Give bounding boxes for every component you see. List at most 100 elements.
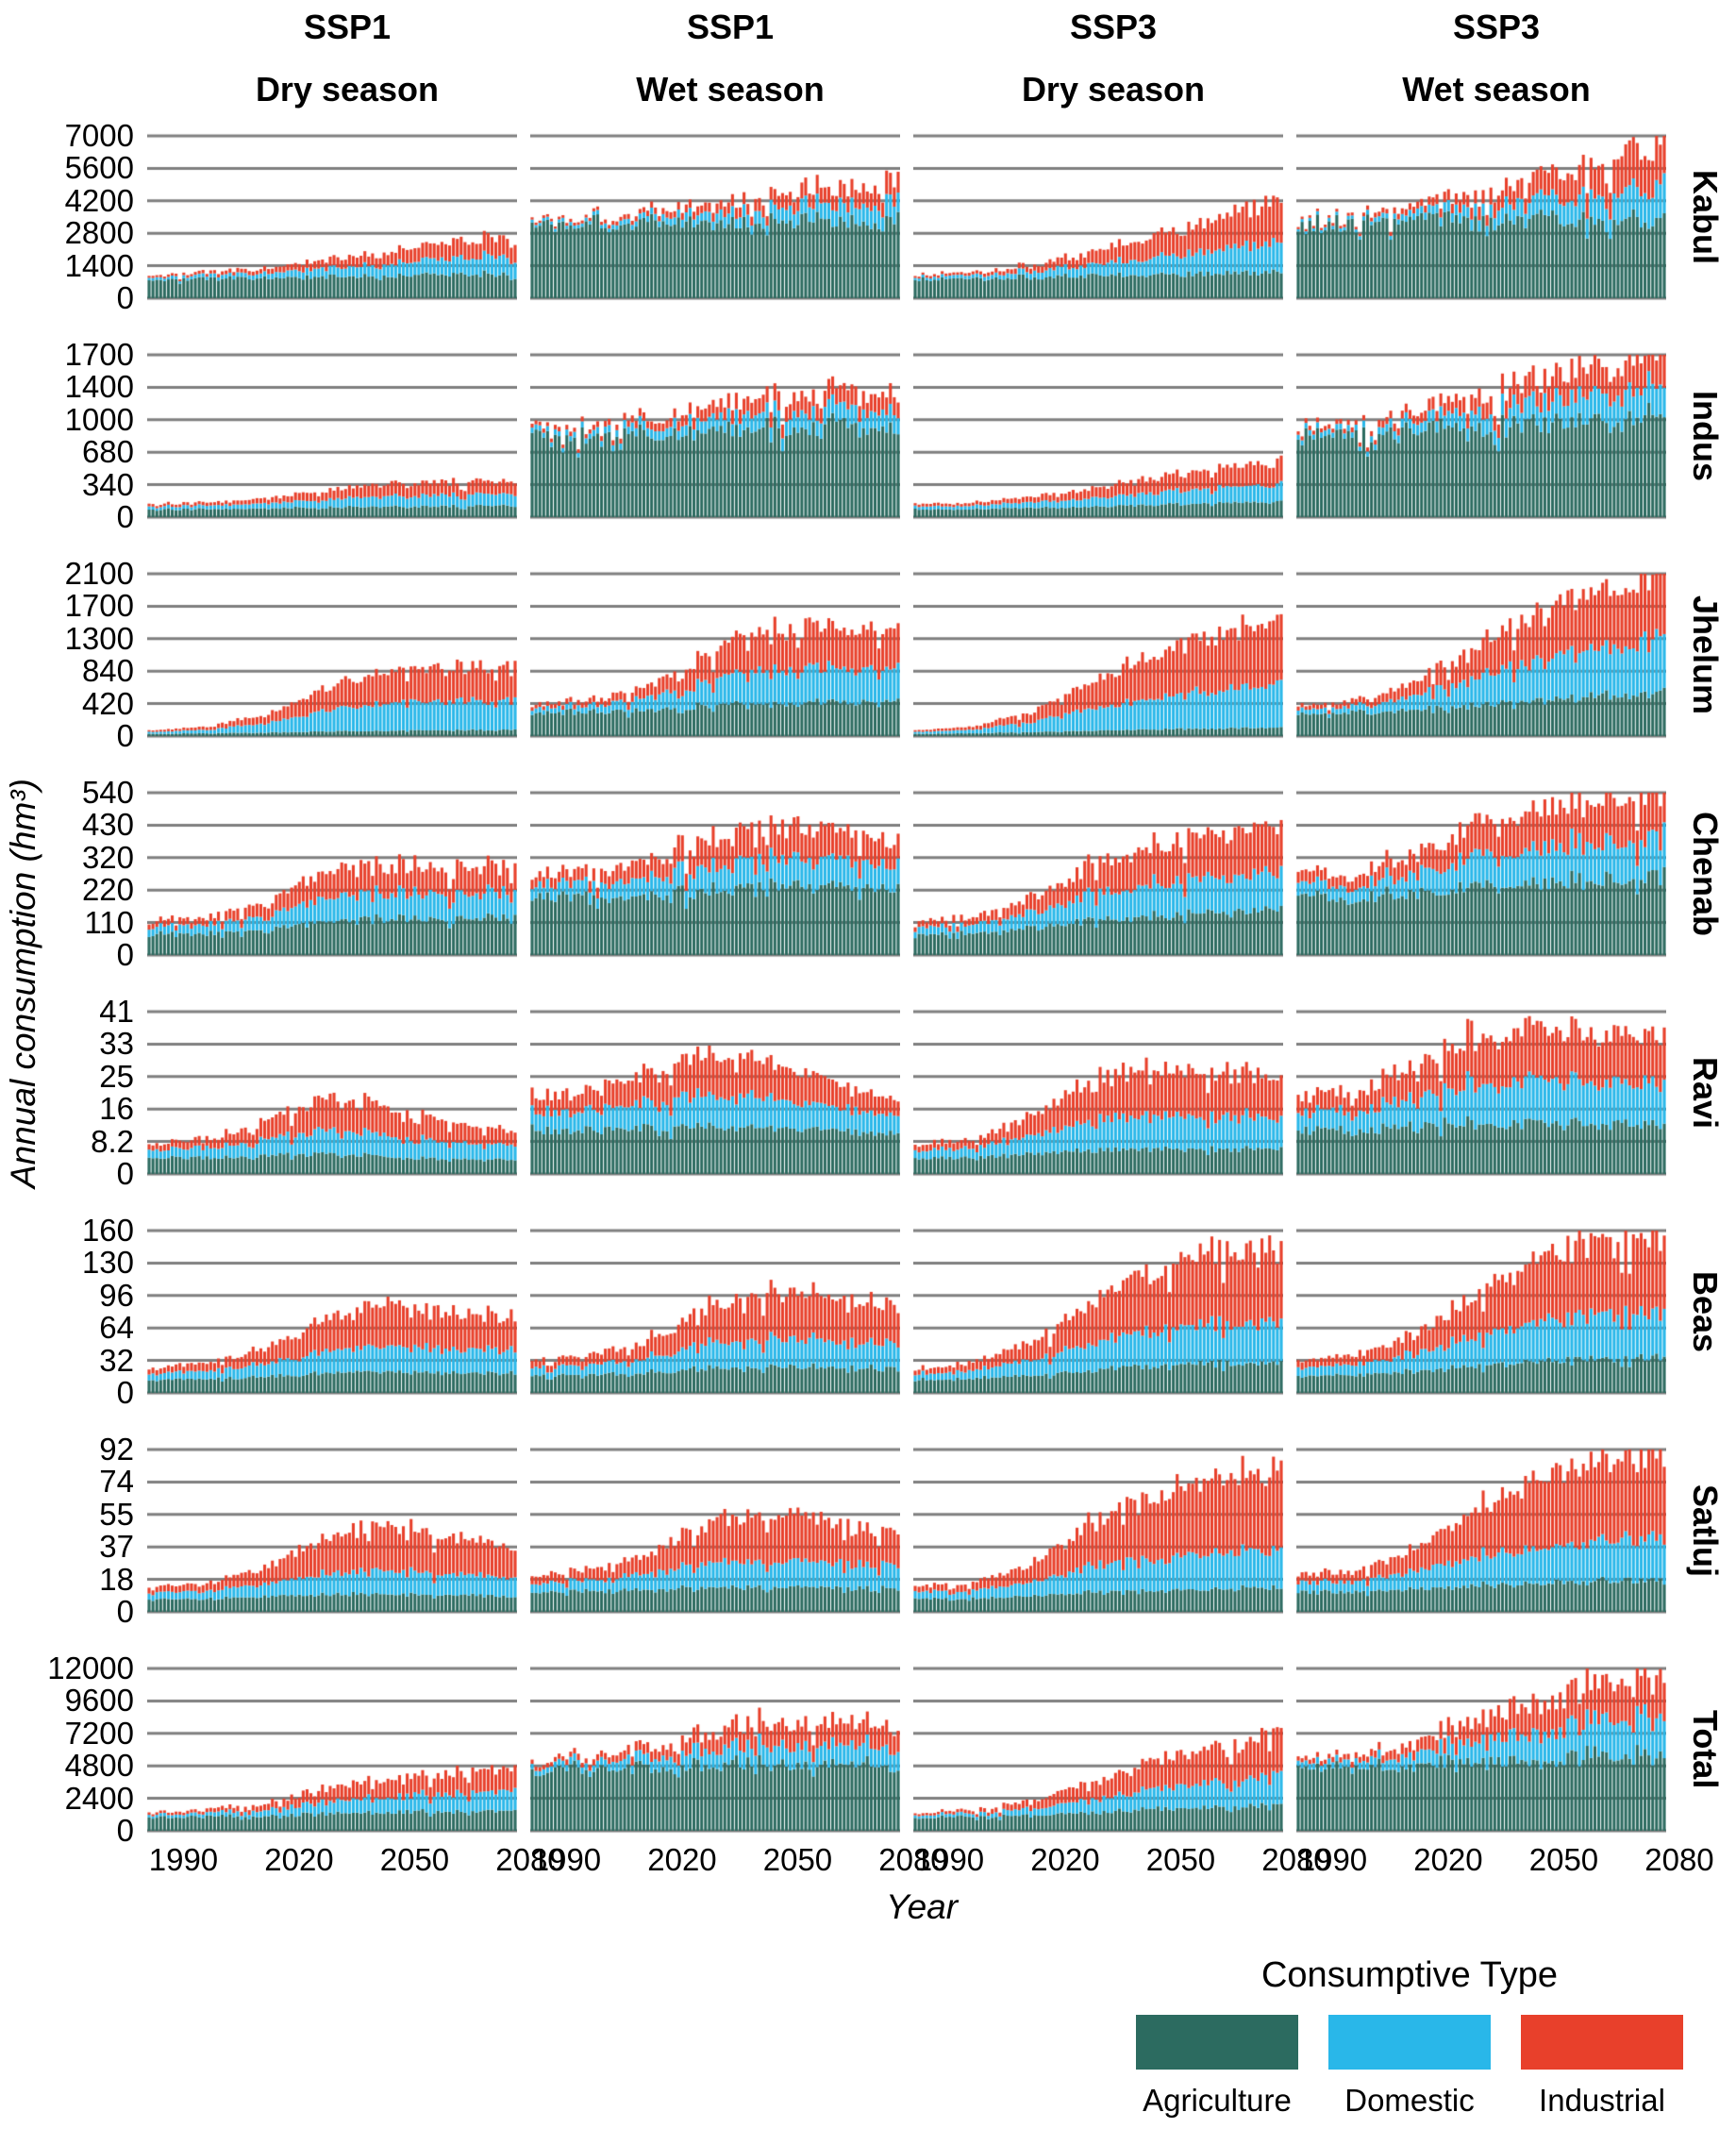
y-tick-label: 2800 bbox=[64, 215, 134, 251]
chart-panel bbox=[147, 1446, 517, 1616]
panel-canvas-total-0 bbox=[147, 1665, 517, 1835]
legend-items: Agriculture Domestic Industrial bbox=[1098, 2015, 1721, 2119]
facet-row-label: Indus bbox=[1686, 391, 1725, 481]
y-tick-label: 430 bbox=[81, 807, 134, 843]
chart-panel bbox=[913, 1446, 1283, 1616]
legend-title: Consumptive Type bbox=[1260, 1955, 1559, 1995]
chart-panel bbox=[530, 1227, 900, 1397]
y-tick-label: 320 bbox=[81, 839, 134, 875]
y-tick-label: 540 bbox=[81, 775, 134, 810]
chart-content: SSP1 Dry season SSP1 Wet season SSP3 Dry seas… bbox=[45, 0, 1730, 2119]
panel-canvas-chenab-1 bbox=[530, 789, 900, 959]
x-tick-cell: 1990 2020 2050 2080 bbox=[1298, 1835, 1714, 1878]
x-tick-label: 1990 bbox=[148, 1842, 219, 1877]
facet-season-label: Dry season bbox=[1021, 70, 1206, 109]
legend-label: Agriculture bbox=[1143, 2083, 1292, 2118]
chart-panel bbox=[913, 351, 1283, 521]
chart-panel bbox=[530, 570, 900, 740]
x-tick-label: 2050 bbox=[1528, 1842, 1599, 1877]
chart-panel bbox=[1296, 351, 1666, 521]
y-tick-label: 55 bbox=[99, 1496, 134, 1532]
x-tick-label: 1990 bbox=[914, 1842, 985, 1877]
x-tick-label: 2080 bbox=[1261, 1842, 1331, 1877]
panel-canvas-beas-3 bbox=[1296, 1227, 1666, 1397]
x-tick-label: 2020 bbox=[264, 1842, 334, 1877]
panel-canvas-satluj-1 bbox=[530, 1446, 900, 1616]
chart-panel bbox=[913, 1008, 1283, 1178]
y-tick-label: 33 bbox=[99, 1026, 134, 1062]
panel-canvas-satluj-0 bbox=[147, 1446, 517, 1616]
y-tick-label: 0 bbox=[116, 937, 134, 972]
facet-row-label: Ravi bbox=[1686, 1056, 1725, 1130]
y-tick-label: 420 bbox=[81, 685, 134, 721]
chart-panel bbox=[530, 1008, 900, 1178]
legend-item-industrial: Industrial bbox=[1517, 2015, 1687, 2119]
chart-panel bbox=[147, 570, 517, 740]
y-axis-ticks: 0 18 37 55 74 92 bbox=[45, 1432, 147, 1629]
panel-canvas-chenab-3 bbox=[1296, 789, 1666, 959]
panel-canvas-total-3 bbox=[1296, 1665, 1666, 1835]
panel-canvas-chenab-0 bbox=[147, 789, 517, 959]
chart-panel bbox=[530, 132, 900, 302]
y-axis-ticks: 0 2400 4800 7200 9600 12000 bbox=[45, 1651, 147, 1848]
x-tick-label: 2020 bbox=[647, 1842, 717, 1877]
y-tick-label: 0 bbox=[116, 1156, 134, 1191]
y-tick-label: 8.2 bbox=[91, 1123, 134, 1159]
legend: Consumptive Type Agriculture Domestic Indu… bbox=[1098, 1955, 1721, 2119]
y-tick-label: 25 bbox=[99, 1058, 134, 1094]
y-axis-ticks: 0 32 64 96 130 160 bbox=[45, 1213, 147, 1410]
y-tick-label: 74 bbox=[99, 1464, 134, 1500]
panel-canvas-total-2 bbox=[913, 1665, 1283, 1835]
chart-panel bbox=[913, 570, 1283, 740]
panel-canvas-indus-0 bbox=[147, 351, 517, 521]
panel-canvas-jhelum-1 bbox=[530, 570, 900, 740]
x-tick-label: 2080 bbox=[1644, 1842, 1714, 1877]
y-tick-label: 41 bbox=[99, 994, 134, 1029]
y-tick-label: 5600 bbox=[64, 150, 134, 186]
chart-panel bbox=[913, 1227, 1283, 1397]
facet-row-label: Chenab bbox=[1686, 811, 1725, 936]
chart-panel bbox=[1296, 789, 1666, 959]
panel-canvas-indus-3 bbox=[1296, 351, 1666, 521]
chart-panel bbox=[1296, 1665, 1666, 1835]
y-tick-label: 130 bbox=[81, 1245, 134, 1281]
y-axis-ticks: 0 8.2 16 25 33 41 bbox=[45, 994, 147, 1191]
panel-canvas-chenab-2 bbox=[913, 789, 1283, 959]
x-tick-label: 2050 bbox=[762, 1842, 833, 1877]
y-axis-title: Annual consumption (hm³) bbox=[4, 779, 42, 1188]
facet-scenario-label: SSP1 bbox=[686, 8, 775, 46]
facet-season-label: Wet season bbox=[1402, 70, 1591, 109]
chart-panel bbox=[1296, 1446, 1666, 1616]
chart-panel bbox=[147, 132, 517, 302]
chart-panel bbox=[1296, 570, 1666, 740]
chart-panel bbox=[147, 351, 517, 521]
panel-canvas-jhelum-3 bbox=[1296, 570, 1666, 740]
y-tick-label: 32 bbox=[99, 1342, 134, 1378]
y-axis-ticks: 0 420 840 1300 1700 2100 bbox=[45, 556, 147, 753]
x-tick-label: 1990 bbox=[531, 1842, 602, 1877]
x-tick-label: 2020 bbox=[1030, 1842, 1100, 1877]
x-tick-label: 2050 bbox=[379, 1842, 450, 1877]
y-tick-label: 16 bbox=[99, 1091, 134, 1127]
facet-row-label: Kabul bbox=[1686, 169, 1725, 264]
y-tick-label: 1400 bbox=[64, 247, 134, 283]
chart-panel bbox=[147, 1665, 517, 1835]
y-tick-label: 18 bbox=[99, 1561, 134, 1597]
y-tick-label: 0 bbox=[116, 1594, 134, 1629]
legend-label: Domestic bbox=[1344, 2083, 1475, 2118]
panel-canvas-satluj-3 bbox=[1296, 1446, 1666, 1616]
panel-canvas-satluj-2 bbox=[913, 1446, 1283, 1616]
panel-canvas-ravi-2 bbox=[913, 1008, 1283, 1178]
panel-canvas-beas-1 bbox=[530, 1227, 900, 1397]
panel-canvas-indus-1 bbox=[530, 351, 900, 521]
y-tick-label: 4200 bbox=[64, 182, 134, 218]
chart-row-satluj: 0 18 37 55 74 92 Satluj bbox=[45, 1432, 1730, 1629]
panel-canvas-jhelum-2 bbox=[913, 570, 1283, 740]
panel-canvas-kabul-2 bbox=[913, 132, 1283, 302]
y-axis-ticks: 0 1400 2800 4200 5600 7000 bbox=[45, 118, 147, 315]
panel-canvas-kabul-3 bbox=[1296, 132, 1666, 302]
panel-canvas-total-1 bbox=[530, 1665, 900, 1835]
chart-panel bbox=[1296, 1008, 1666, 1178]
chart-panel bbox=[913, 1665, 1283, 1835]
chart-row-beas: 0 32 64 96 130 160 Beas bbox=[45, 1213, 1730, 1410]
